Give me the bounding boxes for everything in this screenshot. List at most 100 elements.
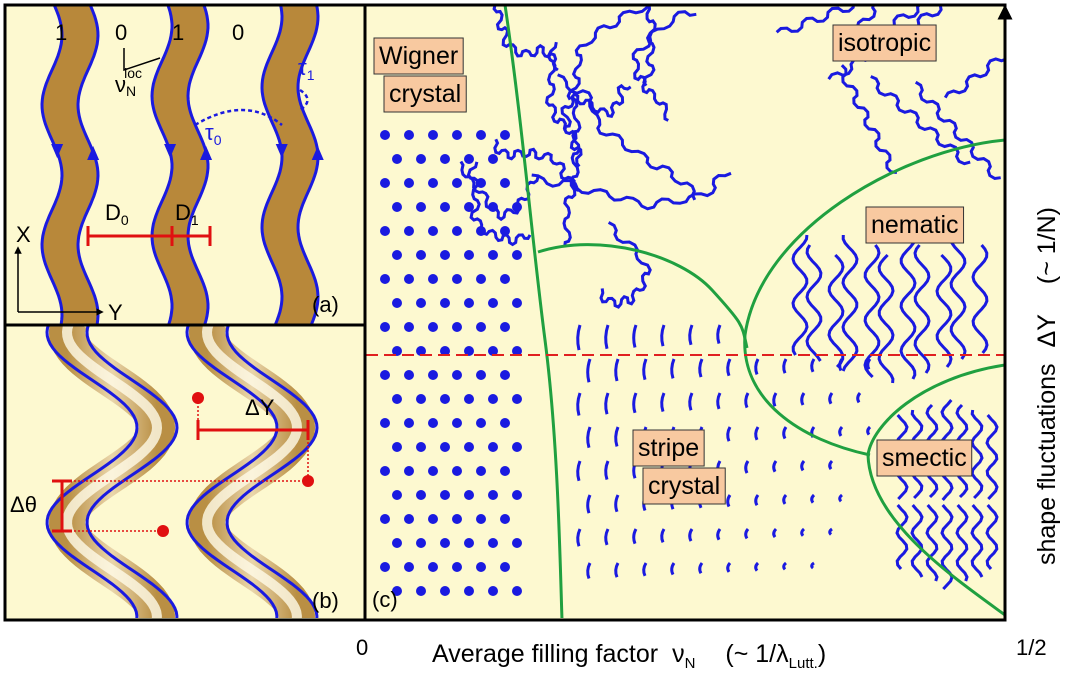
dot: [452, 562, 462, 572]
dot: [416, 154, 426, 164]
dot: [428, 418, 438, 428]
dot: [464, 394, 474, 404]
axis-y: Y: [108, 300, 123, 325]
dot: [404, 226, 414, 236]
dot: [416, 490, 426, 500]
dot: [404, 514, 414, 524]
phase-label: Wigner: [379, 42, 458, 70]
dot: [464, 250, 474, 260]
dot: [488, 298, 498, 308]
dot: [440, 394, 450, 404]
dot: [464, 490, 474, 500]
occupation: 0: [232, 20, 244, 45]
dot: [464, 442, 474, 452]
dot: [428, 226, 438, 236]
panel-label: (b): [312, 588, 339, 613]
dot: [404, 322, 414, 332]
dot: [476, 370, 486, 380]
dot: [392, 538, 402, 548]
dot: [512, 538, 522, 548]
panel-label: (c): [372, 587, 398, 612]
dot: [452, 178, 462, 188]
dot: [428, 562, 438, 572]
dot: [488, 250, 498, 260]
dot: [452, 370, 462, 380]
dot: [392, 394, 402, 404]
dot: [440, 490, 450, 500]
phase-label: stripe: [638, 434, 699, 462]
dot: [416, 202, 426, 212]
dot: [404, 274, 414, 284]
dot: [476, 514, 486, 524]
dot: [392, 490, 402, 500]
dot: [488, 154, 498, 164]
dot: [440, 154, 450, 164]
dot: [488, 490, 498, 500]
dot: [476, 562, 486, 572]
dot: [488, 394, 498, 404]
dot: [500, 274, 510, 284]
dot: [464, 538, 474, 548]
dot: [428, 466, 438, 476]
dot: [476, 418, 486, 428]
dot: [500, 562, 510, 572]
dot: [392, 250, 402, 260]
dot: [452, 322, 462, 332]
dot: [476, 322, 486, 332]
dot: [380, 274, 390, 284]
dot: [404, 370, 414, 380]
phase-label: nematic: [871, 211, 959, 239]
dot: [428, 370, 438, 380]
dot: [512, 298, 522, 308]
dot: [380, 562, 390, 572]
dot: [428, 178, 438, 188]
dot: [416, 538, 426, 548]
dot: [416, 586, 426, 596]
dot: [452, 418, 462, 428]
dot: [512, 250, 522, 260]
dot: [380, 130, 390, 140]
dot: [380, 514, 390, 524]
dot: [380, 466, 390, 476]
dot: [392, 202, 402, 212]
dot: [488, 442, 498, 452]
phase-label: isotropic: [838, 29, 931, 57]
dot: [452, 514, 462, 524]
y-axis-label: shape fluctuationsΔY(~ 1/N): [1033, 207, 1061, 565]
dot: [380, 178, 390, 188]
x-origin: 0: [356, 635, 368, 660]
dot: [464, 154, 474, 164]
dot: [452, 226, 462, 236]
dot: [464, 586, 474, 596]
dot: [392, 298, 402, 308]
occupation: 0: [115, 20, 127, 45]
dot: [392, 442, 402, 452]
dot: [452, 130, 462, 140]
dot: [452, 466, 462, 476]
dot: [464, 298, 474, 308]
delta-y: ΔY: [245, 395, 275, 420]
dot: [380, 322, 390, 332]
dot: [380, 370, 390, 380]
dot: [488, 586, 498, 596]
dot: [488, 538, 498, 548]
dot: [392, 154, 402, 164]
dot: [404, 466, 414, 476]
figure: 1 0 1 0 νNloc τ1 τ0 D0 D1 X Y (a) ΔY Δθ …: [0, 0, 1068, 675]
dot: [440, 250, 450, 260]
x-end: 1/2: [1016, 635, 1047, 660]
dot: [416, 394, 426, 404]
dot: [404, 178, 414, 188]
dot: [416, 442, 426, 452]
dot: [416, 250, 426, 260]
dot: [476, 274, 486, 284]
dot: [404, 130, 414, 140]
dot: [428, 274, 438, 284]
dot: [404, 562, 414, 572]
dot: [500, 178, 510, 188]
occupation: 1: [55, 20, 67, 45]
panel-label: (a): [312, 292, 339, 317]
occupation: 1: [172, 20, 184, 45]
dot: [440, 298, 450, 308]
dot: [476, 130, 486, 140]
